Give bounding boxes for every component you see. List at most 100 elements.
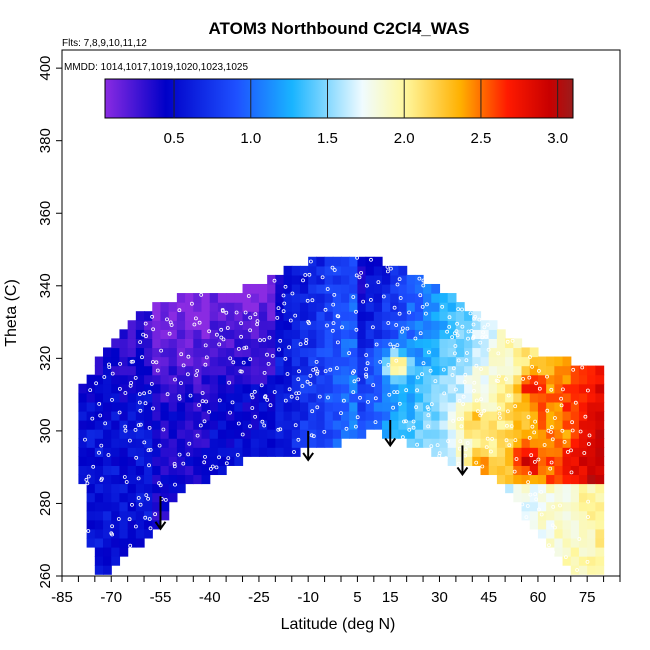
field-cell — [267, 374, 276, 385]
sample-point — [197, 403, 201, 408]
field-cell — [168, 447, 178, 457]
sample-point — [479, 397, 484, 402]
field-cell — [86, 447, 96, 457]
field-cell — [349, 338, 359, 349]
sample-point — [395, 282, 400, 287]
sample-point — [437, 453, 442, 458]
field-cell — [496, 374, 506, 385]
sample-point — [478, 413, 483, 418]
sample-point — [326, 395, 330, 400]
field-cell — [258, 283, 268, 294]
field-cell — [562, 556, 572, 566]
field-cell — [480, 365, 490, 376]
field-cell — [529, 465, 539, 476]
sample-point — [481, 330, 486, 335]
field-cell — [587, 537, 596, 548]
field-cell — [94, 420, 104, 430]
field-cell — [111, 438, 121, 448]
field-cell — [423, 338, 432, 349]
field-cell — [111, 510, 121, 521]
field-cell — [234, 401, 244, 412]
field-cell — [226, 456, 235, 466]
sample-point — [532, 430, 537, 435]
field-cell — [226, 311, 235, 321]
field-cell — [275, 329, 285, 339]
sample-point — [243, 310, 248, 315]
field-cell — [431, 392, 441, 403]
x-tick-label: 45 — [480, 589, 497, 606]
field-cell — [357, 311, 367, 321]
field-cell — [258, 410, 268, 421]
field-cell — [176, 401, 186, 412]
field-cell — [455, 320, 465, 330]
field-cell — [521, 492, 531, 503]
field-cell — [185, 383, 194, 394]
sample-point — [507, 443, 512, 448]
field-cell — [127, 510, 137, 521]
sample-point — [297, 369, 301, 374]
field-cell — [217, 329, 227, 339]
field-cell — [119, 474, 129, 485]
field-cell — [316, 347, 326, 358]
field-cell — [144, 392, 153, 403]
sample-point — [451, 418, 456, 423]
field-cell — [578, 492, 588, 503]
field-cell — [373, 320, 383, 330]
field-cell — [332, 274, 342, 285]
field-cell — [275, 274, 285, 285]
field-cell — [267, 383, 276, 394]
field-cell — [103, 429, 112, 439]
field-cell — [258, 356, 268, 367]
field-cell — [176, 338, 186, 349]
field-cell — [299, 438, 309, 448]
field-cell — [349, 329, 359, 339]
field-cell — [431, 420, 441, 430]
field-cell — [291, 302, 301, 312]
field-cell — [168, 465, 178, 476]
sample-point — [460, 324, 465, 329]
field-cell — [341, 420, 350, 430]
field-cell — [299, 410, 309, 421]
field-cell — [496, 429, 506, 439]
field-cell — [119, 465, 129, 476]
arrow-markers — [154, 420, 469, 531]
field-cell — [127, 483, 137, 494]
field-cell — [554, 519, 564, 530]
field-cell — [193, 329, 203, 339]
field-cell — [357, 293, 367, 303]
field-cell — [135, 401, 145, 412]
sample-point — [566, 450, 570, 454]
field-cell — [94, 519, 104, 530]
field-cell — [414, 420, 424, 430]
field-cell — [144, 410, 153, 421]
field-cell — [275, 293, 285, 303]
field-cell — [570, 447, 580, 457]
field-cell — [521, 465, 531, 476]
field-cell — [554, 456, 564, 466]
field-cell — [431, 311, 441, 321]
sample-point — [385, 269, 390, 274]
sample-point — [295, 396, 300, 401]
sample-point — [285, 372, 290, 376]
field-cell — [546, 501, 555, 512]
field-cell — [160, 401, 170, 412]
field-cell — [472, 329, 482, 339]
field-cell — [390, 329, 400, 339]
field-cell — [242, 347, 252, 358]
field-cell — [373, 265, 383, 276]
field-cell — [209, 465, 219, 476]
field-cell — [283, 401, 293, 412]
field-cell — [398, 383, 408, 394]
field-cell — [496, 347, 506, 358]
field-cell — [570, 401, 580, 412]
field-cell — [258, 320, 268, 330]
field-cell — [291, 410, 301, 421]
field-cell — [332, 265, 342, 276]
sample-point — [123, 428, 128, 433]
field-cell — [570, 365, 580, 376]
sample-point — [407, 427, 412, 432]
sample-point — [587, 433, 592, 438]
sample-point — [496, 379, 500, 384]
sample-point — [148, 526, 153, 531]
sample-point — [163, 497, 168, 502]
